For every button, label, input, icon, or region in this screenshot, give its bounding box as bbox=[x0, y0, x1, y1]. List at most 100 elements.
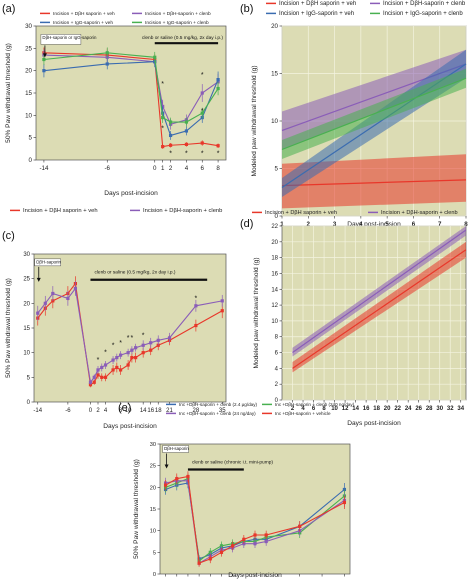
data-point-2-1-21 bbox=[220, 299, 224, 303]
saporin-box-2 bbox=[34, 258, 61, 267]
data-point-2-1-11 bbox=[115, 356, 119, 360]
y-tick-label-1-4: 20 bbox=[271, 23, 278, 30]
x-tick-label-3-8: 18 bbox=[373, 406, 380, 412]
y-tick-label-3-0: 0 bbox=[275, 398, 279, 404]
series-line-4-1 bbox=[165, 477, 345, 563]
y-tick-label-2-1: 5 bbox=[27, 375, 31, 381]
saporin-box-4 bbox=[162, 445, 189, 453]
significance-star-0-2: * bbox=[161, 81, 164, 88]
legend-label-2-0: Incision + DβH saporin + veh bbox=[23, 208, 98, 214]
x-tick-label-3-16: 34 bbox=[457, 406, 464, 412]
panel-label-4: (e) bbox=[118, 402, 131, 414]
treatment-note-2: clenb or saline (0.5 mg/kg, 2x day i.p.) bbox=[94, 270, 175, 276]
treatment-note-4: clenb or saline (chronic i.t. mini-pump) bbox=[192, 460, 273, 466]
data-point-2-1-18 bbox=[156, 338, 160, 342]
legend-label-0-2: Incision + IgG-saporin + veh bbox=[53, 20, 113, 26]
x-tick-label-2-12: 35 bbox=[219, 408, 226, 414]
x-tick-label-1-4: 5 bbox=[385, 221, 389, 228]
x-tick-label-0-5: 4 bbox=[185, 165, 189, 172]
data-point-0-3-4 bbox=[168, 120, 173, 124]
data-point-4-3-11 bbox=[342, 500, 347, 505]
panel-label-2: (c) bbox=[2, 230, 15, 242]
series-line-3-0 bbox=[292, 249, 467, 369]
x-tick-label-1-7: 8 bbox=[464, 221, 468, 228]
data-point-4-3-5 bbox=[219, 550, 224, 554]
series-line-3-1 bbox=[292, 229, 467, 354]
data-point-2-1-10 bbox=[111, 358, 115, 362]
data-point-0-3-1 bbox=[105, 51, 109, 55]
y-tick-label-1-1: 5 bbox=[275, 166, 279, 173]
x-axis-label-2: Days post-incision bbox=[103, 423, 157, 430]
data-point-4-3-0 bbox=[163, 483, 168, 487]
y-tick-label-1-0: 0 bbox=[275, 213, 279, 220]
data-point-0-3-0 bbox=[42, 57, 46, 62]
y-tick-label-3-4: 8 bbox=[275, 335, 279, 341]
x-tick-label-2-2: 0 bbox=[89, 408, 93, 414]
data-point-0-2-7 bbox=[216, 78, 220, 82]
x-tick-label-2-6: 10 bbox=[125, 408, 132, 414]
data-point-2-0-10 bbox=[111, 368, 115, 372]
legend-label-0-0: Incision + DβH saporin + veh bbox=[53, 11, 115, 17]
significance-star-2-6: * bbox=[127, 335, 130, 342]
x-tick-label-3-1: 4 bbox=[301, 406, 305, 412]
y-tick-label-3-2: 4 bbox=[275, 366, 279, 372]
significance-star-0-4: * bbox=[169, 150, 172, 157]
y-tick-label-3-3: 6 bbox=[275, 351, 279, 357]
data-point-2-0-7 bbox=[96, 373, 100, 377]
x-tick-label-0-1: -6 bbox=[104, 165, 110, 172]
y-tick-label-0-1: 5 bbox=[29, 135, 33, 142]
y-tick-label-3-5: 10 bbox=[271, 319, 278, 325]
series-line-4-0 bbox=[165, 482, 345, 560]
data-point-2-0-12 bbox=[118, 368, 123, 372]
significance-star-2-5: * bbox=[119, 340, 122, 347]
y-tick-label-2-4: 20 bbox=[23, 301, 30, 307]
y-axis-label-3: Modeled paw withdrawal threshold (g) bbox=[253, 257, 260, 368]
legend-label-4-0: Inc +DβH-saporin + clenb (2.4 μg/day) bbox=[179, 402, 258, 407]
x-tick-label-3-2: 6 bbox=[312, 406, 316, 412]
series-line-1-3 bbox=[281, 77, 467, 151]
y-tick-label-4-4: 20 bbox=[150, 485, 156, 491]
y-tick-label-2-6: 30 bbox=[23, 252, 30, 258]
x-tick-label-3-5: 12 bbox=[342, 406, 349, 412]
panel-label-1: (b) bbox=[240, 3, 253, 15]
panel-1: (b) 0 5 10 15 20 1 2 3 4 5 6 7 8 Days post-incision Mod… bbox=[240, 3, 468, 228]
x-tick-label-3-15: 32 bbox=[447, 406, 454, 412]
x-tick-label-1-1: 2 bbox=[307, 221, 311, 228]
data-point-2-1-0 bbox=[36, 311, 40, 315]
data-point-2-0-14 bbox=[130, 356, 134, 360]
y-tick-label-3-11: 22 bbox=[271, 224, 278, 230]
data-point-2-1-3 bbox=[66, 296, 70, 300]
data-point-2-1-15 bbox=[134, 346, 138, 350]
x-tick-label-2-11: 28 bbox=[193, 408, 200, 414]
x-axis-label-0: Days post-incision bbox=[104, 190, 158, 197]
y-tick-label-0-6: 30 bbox=[25, 23, 32, 30]
y-tick-label-4-2: 10 bbox=[150, 529, 156, 535]
data-point-4-2-9 bbox=[264, 539, 268, 544]
series-line-0-3 bbox=[43, 52, 219, 123]
injection-arrowhead-0 bbox=[42, 53, 47, 58]
injection-arrowhead-4 bbox=[164, 464, 169, 469]
x-tick-label-1-6: 7 bbox=[438, 221, 442, 228]
x-tick-label-0-0: -14 bbox=[39, 165, 49, 172]
y-axis-label-2: 50% Paw withdrawal threshold (g) bbox=[5, 278, 12, 378]
x-tick-label-3-13: 28 bbox=[426, 406, 433, 412]
y-axis-label-1: Modeled paw withdrawal threshold (g) bbox=[251, 65, 258, 176]
x-tick-label-0-6: 6 bbox=[201, 165, 205, 172]
data-point-2-0-11 bbox=[115, 365, 119, 370]
plot-area-2 bbox=[33, 253, 227, 403]
y-tick-label-0-3: 15 bbox=[25, 90, 32, 97]
y-tick-label-2-5: 25 bbox=[23, 277, 30, 283]
data-point-2-1-4 bbox=[73, 286, 78, 291]
x-tick-label-2-7: 14 bbox=[140, 408, 147, 414]
significance-star-2-3: * bbox=[104, 350, 107, 357]
legend-label-4-2: Inc +DβH-saporin + clenb (24 ng/day) bbox=[179, 411, 256, 416]
data-point-0-0-5 bbox=[184, 142, 189, 146]
legend-label-3-0: Incision + DβH saporin + veh bbox=[265, 210, 337, 216]
data-point-2-0-8 bbox=[100, 375, 104, 379]
x-tick-label-2-5: 8 bbox=[119, 408, 123, 414]
data-point-4-3-8 bbox=[253, 533, 257, 537]
data-point-4-3-6 bbox=[231, 544, 235, 548]
